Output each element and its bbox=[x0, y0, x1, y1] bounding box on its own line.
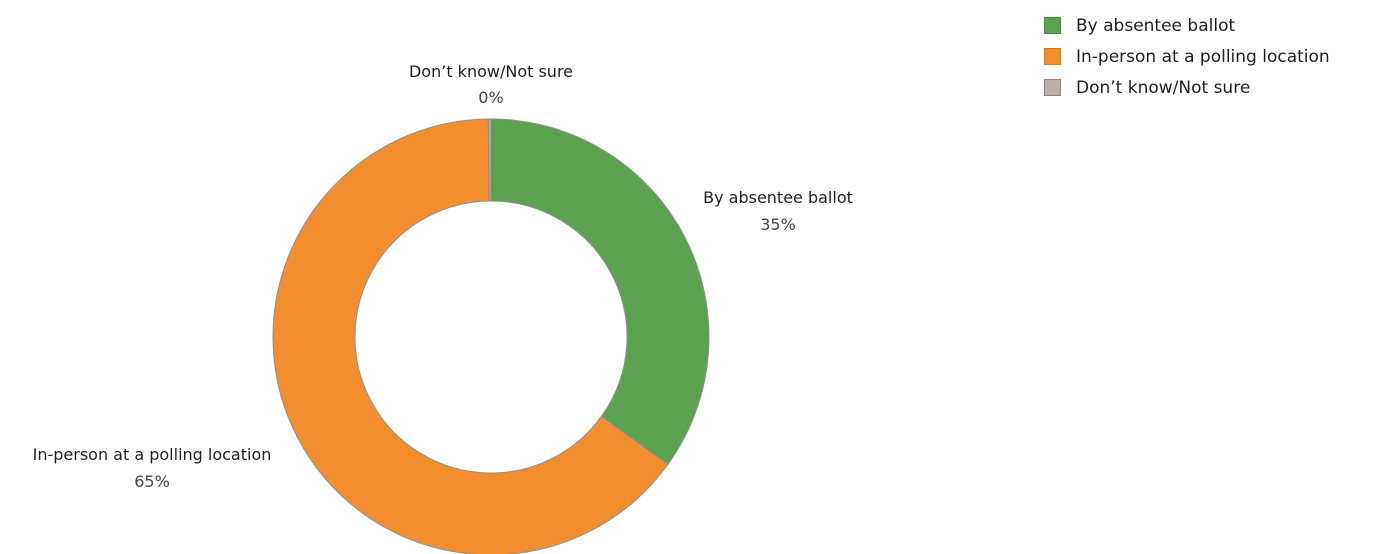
legend-swatch-not-sure bbox=[1044, 79, 1061, 96]
legend-swatch-in-person bbox=[1044, 48, 1061, 65]
legend: By absentee ballot In-person at a pollin… bbox=[1044, 10, 1330, 103]
slice-value-in-person: 65% bbox=[134, 472, 170, 491]
slice-label-in-person: In-person at a polling location bbox=[33, 445, 272, 464]
slice-in-person[interactable] bbox=[272, 118, 669, 554]
legend-swatch-absentee bbox=[1044, 17, 1061, 34]
legend-item-absentee[interactable]: By absentee ballot bbox=[1044, 10, 1330, 41]
legend-label-not-sure: Don’t know/Not sure bbox=[1076, 77, 1251, 98]
legend-item-not-sure[interactable]: Don’t know/Not sure bbox=[1044, 72, 1330, 103]
donut-labels: By absentee ballot 35% In-person at a poll… bbox=[33, 62, 853, 491]
slice-label-absentee: By absentee ballot bbox=[703, 188, 853, 207]
legend-label-absentee: By absentee ballot bbox=[1076, 15, 1236, 36]
slice-value-not-sure: 0% bbox=[478, 88, 503, 107]
legend-item-in-person[interactable]: In-person at a polling location bbox=[1044, 41, 1330, 72]
slice-value-absentee: 35% bbox=[760, 215, 796, 234]
slice-label-not-sure: Don’t know/Not sure bbox=[409, 62, 573, 81]
slice-not-sure[interactable] bbox=[487, 118, 492, 202]
legend-label-in-person: In-person at a polling location bbox=[1076, 46, 1330, 67]
slice-absentee[interactable] bbox=[490, 118, 710, 466]
donut-slices bbox=[272, 118, 710, 554]
